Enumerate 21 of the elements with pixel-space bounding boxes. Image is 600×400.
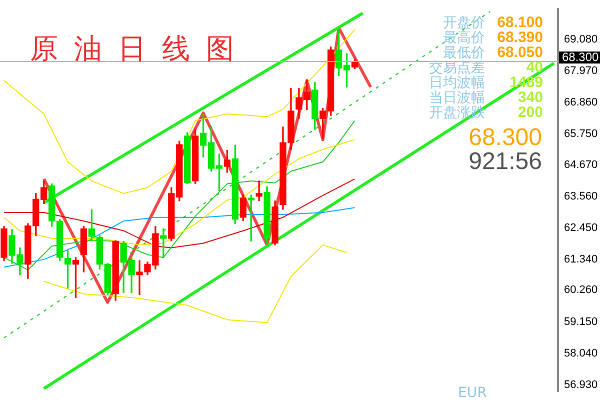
y-tick-label: 58.040 <box>564 347 598 360</box>
y-tick-label: 62.450 <box>564 222 598 234</box>
y-tick-label: 69.080 <box>564 33 598 46</box>
y-tick-label: 64.670 <box>564 158 598 171</box>
y-tick-label: 66.860 <box>564 96 598 108</box>
candlestick <box>256 180 262 202</box>
y-tick-label: 63.560 <box>564 190 598 202</box>
y-tick-label: 67.970 <box>564 64 598 77</box>
y-tick-label: 59.150 <box>564 316 598 328</box>
annotation: 最高价 68.390 <box>443 29 543 46</box>
text: 原油日线图 <box>30 33 250 67</box>
y-tick-label: 65.750 <box>564 128 598 140</box>
annotation: 开盘价 68.100 <box>443 14 543 31</box>
y-tick-label: 61.340 <box>564 253 598 266</box>
text: 当日波幅 340 <box>429 89 543 106</box>
text: 交易点差 40 <box>429 59 543 76</box>
annotation: EUR <box>458 385 487 400</box>
ref-line-label: 68.300 <box>562 50 600 64</box>
y-tick-label: 60.260 <box>564 284 598 296</box>
y-tick-label: 56.930 <box>564 378 598 391</box>
annotation: 最低价 68.050 <box>443 44 543 61</box>
